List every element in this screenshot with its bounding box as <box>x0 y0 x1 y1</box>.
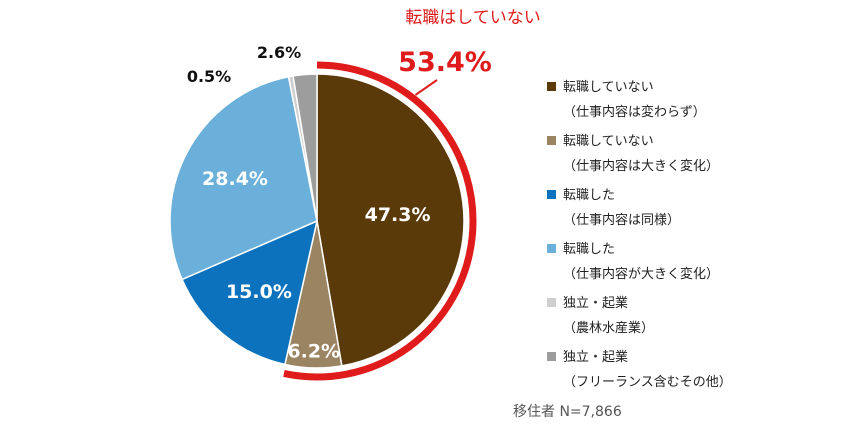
highlight-leader-line <box>414 79 438 96</box>
legend-label: 転職していない <box>563 80 654 95</box>
highlight-arc <box>283 61 477 381</box>
highlight-value: 53.4% <box>398 47 492 78</box>
legend-label: 独立・起業 <box>563 350 629 365</box>
slice-value-label: 28.4% <box>202 168 268 190</box>
legend-label: 独立・起業 <box>563 296 629 311</box>
highlight-title: 転職はしていない <box>405 8 541 28</box>
legend-swatch <box>547 298 556 307</box>
legend-sublabel: （仕事内容は変わらず） <box>563 105 706 120</box>
sample-size-note: 移住者 N=7,866 <box>513 404 622 420</box>
legend-item: 転職した （仕事内容が大きく変化） <box>537 236 857 290</box>
legend-swatch <box>547 190 556 199</box>
pie-slice <box>316 73 465 367</box>
legend-label: 転職した <box>563 242 616 257</box>
legend-swatch <box>547 352 556 361</box>
slice-value-label: 47.3% <box>365 204 431 226</box>
legend-swatch <box>547 244 556 253</box>
legend-item: 独立・起業 （農林水産業） <box>537 290 857 344</box>
legend-sublabel: （仕事内容が大きく変化） <box>563 267 720 282</box>
legend-item: 独立・起業 （フリーランス含むその他） <box>537 344 857 398</box>
legend-sublabel: （仕事内容は同様） <box>563 213 681 228</box>
legend-label: 転職していない <box>563 134 654 149</box>
pie-slice <box>292 73 318 222</box>
legend-sublabel: （仕事内容は大きく変化） <box>563 159 720 174</box>
slice-value-label: 6.2% <box>287 340 340 362</box>
legend-item: 転職した （仕事内容は同様） <box>537 182 857 236</box>
legend-label: 転職した <box>563 188 616 203</box>
legend-item: 転職していない （仕事内容は大きく変化） <box>537 128 857 182</box>
slice-value-label: 0.5% <box>187 67 231 86</box>
legend-sublabel: （農林水産業） <box>563 321 655 336</box>
legend-sublabel: （フリーランス含むその他） <box>563 375 732 390</box>
slice-value-label: 2.6% <box>257 43 301 62</box>
legend-swatch <box>547 136 556 145</box>
slice-value-label: 15.0% <box>226 281 292 303</box>
pie-slice <box>181 219 319 366</box>
legend-item: 転職していない （仕事内容は変わらず） <box>537 74 857 128</box>
legend-swatch <box>547 82 556 91</box>
legend: 転職していない （仕事内容は変わらず） 転職していない （仕事内容は大きく変化） 転職し… <box>537 74 857 398</box>
pie-slice <box>169 75 318 281</box>
